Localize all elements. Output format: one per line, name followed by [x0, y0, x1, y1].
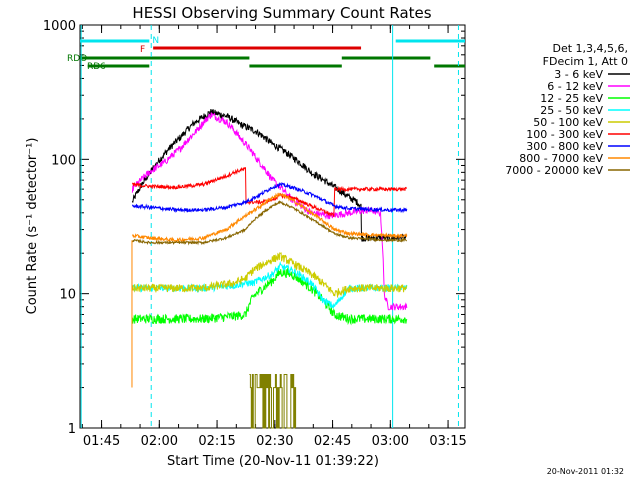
flag-label-n: N — [152, 36, 159, 46]
x-tick-label: 02:30 — [256, 434, 293, 449]
series-line-2 — [131, 267, 408, 326]
legend-entry-label: 3 - 6 keV — [554, 68, 603, 81]
y-tick-label: 100 — [51, 153, 76, 168]
y-axis: 1 10 100 1000 — [43, 19, 465, 437]
series-line-8 — [131, 200, 408, 246]
legend-entry-label: 7000 - 20000 keV — [505, 164, 603, 177]
legend-entry-label: 100 - 300 keV — [526, 128, 603, 141]
y-tick-label: 1000 — [43, 19, 76, 34]
legend-entry-label: 50 - 100 keV — [533, 116, 603, 129]
series-line-spiky — [249, 374, 297, 429]
legend: Det 1,3,4,5,6, FDecim 1, Att 0 3 - 6 keV… — [505, 42, 630, 177]
data-series — [131, 109, 408, 429]
legend-header-line2: FDecim 1, Att 0 — [543, 55, 628, 68]
footer-timestamp: 20-Nov-2011 01:32 — [547, 467, 624, 476]
legend-entry-label: 6 - 12 keV — [547, 80, 603, 93]
legend-entry-label: 12 - 25 keV — [540, 92, 603, 105]
x-tick-label: 02:00 — [141, 434, 178, 449]
y-tick-label: 1 — [68, 422, 76, 437]
series-line-6 — [131, 181, 408, 214]
y-axis-label: Count Rate (s⁻¹ detector⁻¹) — [25, 138, 40, 315]
x-tick-label: 02:15 — [198, 434, 235, 449]
flag-label-rd6: RD6 — [87, 62, 106, 72]
plot-area — [79, 24, 466, 429]
x-tick-label: 03:00 — [372, 434, 409, 449]
series-line-7 — [131, 192, 408, 244]
legend-entry-label: 25 - 50 keV — [540, 104, 603, 117]
legend-entry-label: 300 - 800 keV — [526, 140, 603, 153]
series-line-5 — [131, 167, 408, 218]
vertical-markers — [80, 25, 459, 428]
x-axis-label: Start Time (20-Nov-11 01:39:22) — [167, 454, 379, 469]
flag-label-rdo: RDO — [67, 54, 87, 64]
chart-title: HESSI Observing Summary Count Rates — [132, 4, 431, 22]
legend-header-line1: Det 1,3,4,5,6, — [552, 42, 628, 55]
series-line-0 — [131, 109, 408, 242]
legend-entry-label: 800 - 7000 keV — [519, 152, 603, 165]
y-tick-label: 10 — [59, 288, 76, 303]
flag-label-f: F — [140, 45, 145, 55]
x-tick-label: 03:15 — [429, 434, 466, 449]
x-tick-label: 02:45 — [314, 434, 351, 449]
series-line-4 — [131, 252, 408, 299]
x-tick-label: 01:45 — [83, 434, 120, 449]
series-line-1 — [131, 112, 408, 311]
x-axis: 01:45 02:00 02:15 02:30 02:45 03:00 03:15 — [81, 25, 467, 449]
